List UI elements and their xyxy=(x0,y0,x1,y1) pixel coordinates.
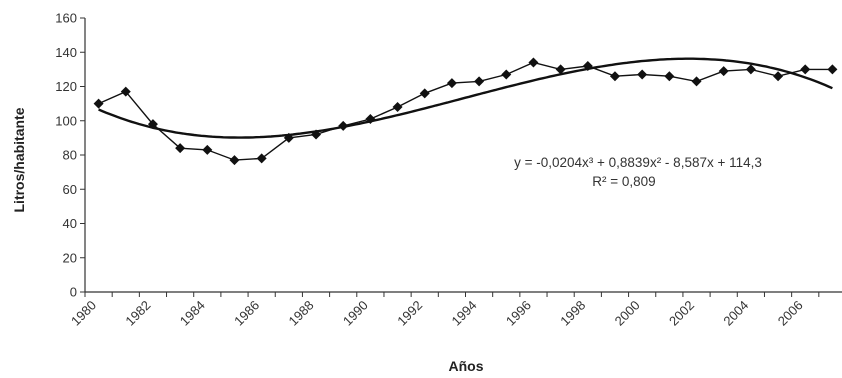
x-tick-label: 1984 xyxy=(177,298,208,329)
x-tick-label: 2006 xyxy=(775,298,806,329)
x-tick-label: 1998 xyxy=(557,298,588,329)
y-tick-label: 40 xyxy=(63,216,77,231)
data-point-marker xyxy=(120,86,131,97)
data-point-marker xyxy=(609,71,620,82)
x-tick-label: 1996 xyxy=(503,298,534,329)
x-tick-label: 2002 xyxy=(666,298,697,329)
x-tick-label: 2004 xyxy=(720,298,751,329)
data-point-marker xyxy=(582,60,593,71)
x-tick-label: 1980 xyxy=(68,298,99,329)
data-point-marker xyxy=(256,153,267,164)
data-point-marker xyxy=(474,76,485,87)
x-tick-label: 1982 xyxy=(122,298,153,329)
y-tick-label: 20 xyxy=(63,250,77,265)
y-tick-label: 0 xyxy=(70,285,77,300)
data-point-marker xyxy=(718,66,729,77)
data-point-marker xyxy=(365,114,376,125)
data-point-marker xyxy=(419,88,430,99)
data-point-marker xyxy=(175,143,186,154)
data-point-marker xyxy=(283,132,294,143)
data-point-marker xyxy=(392,102,403,113)
data-point-marker xyxy=(202,144,213,155)
y-axis-ticks: 0 20 40 60 80 100 120 140 160 xyxy=(55,11,85,300)
data-point-marker xyxy=(555,64,566,75)
data-series-markers xyxy=(93,57,838,166)
data-point-marker xyxy=(800,64,811,75)
r-squared-label: R² = 0,809 xyxy=(592,174,655,189)
data-point-marker xyxy=(827,64,838,75)
x-axis-title: Años xyxy=(449,358,484,374)
data-series-line xyxy=(98,61,833,161)
x-tick-label: 2000 xyxy=(612,298,643,329)
data-point-marker xyxy=(446,78,457,89)
trendline-equation: y = -0,0204x³ + 0,8839x² - 8,587x + 114,… xyxy=(514,155,762,170)
data-point-marker xyxy=(691,76,702,87)
data-point-marker xyxy=(338,120,349,131)
data-point-marker xyxy=(637,69,648,80)
x-tick-label: 1986 xyxy=(231,298,262,329)
y-tick-label: 120 xyxy=(55,79,77,94)
x-tick-label: 1994 xyxy=(449,298,480,329)
y-tick-label: 100 xyxy=(55,113,77,128)
y-tick-label: 60 xyxy=(63,182,77,197)
data-point-marker xyxy=(773,71,784,82)
x-tick-label: 1988 xyxy=(285,298,316,329)
y-tick-label: 140 xyxy=(55,45,77,60)
y-axis-title: Litros/habitante xyxy=(11,107,27,212)
data-point-marker xyxy=(311,129,322,140)
data-point-marker xyxy=(501,69,512,80)
x-axis-ticks: 1980 1982 1984 1986 1988 1990 1992 1994 1996 1998… xyxy=(68,292,820,329)
y-tick-label: 80 xyxy=(63,148,77,163)
data-point-marker xyxy=(745,64,756,75)
y-tick-label: 160 xyxy=(55,11,77,26)
x-tick-label: 1990 xyxy=(340,298,371,329)
data-point-marker xyxy=(528,57,539,68)
x-tick-label: 1992 xyxy=(394,298,425,329)
data-point-marker xyxy=(229,155,240,166)
trendline-series xyxy=(98,57,833,139)
data-point-marker xyxy=(93,98,104,109)
data-point-marker xyxy=(664,71,675,82)
data-point-marker xyxy=(147,119,158,130)
